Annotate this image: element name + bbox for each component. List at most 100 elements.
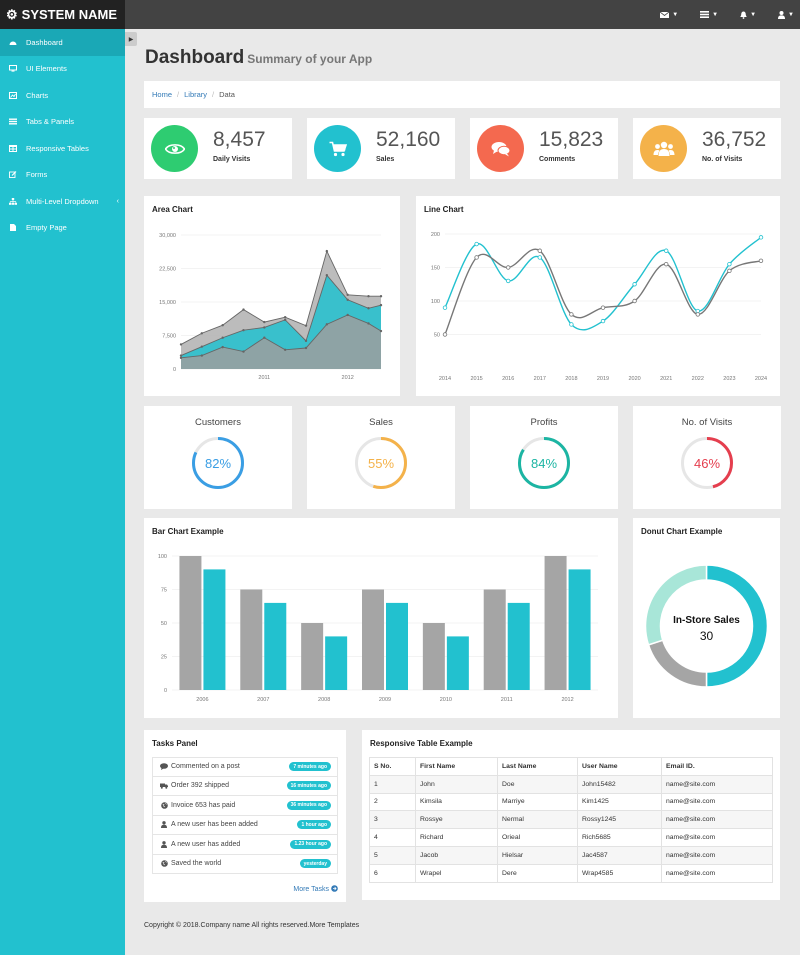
kpi-ring-progress <box>355 437 407 489</box>
table-cell: Orieal <box>497 828 578 847</box>
sidebar-item-label: Charts <box>26 90 49 100</box>
task-text: A new user has added <box>171 840 241 848</box>
sidebar-item-dashboard[interactable]: Dashboard <box>0 29 125 56</box>
sidebar-toggle-button[interactable]: ▶ <box>125 32 137 46</box>
y-tick-label: 25 <box>161 655 167 661</box>
table-row: 5 Jacob Hielsar Jac4587 name@site.com <box>369 845 773 865</box>
bar <box>179 556 202 690</box>
area-point <box>379 294 383 298</box>
users-icon <box>653 141 674 156</box>
stat-icon-circle <box>314 125 361 172</box>
area-chart-card: Area Chart 0 7,500 15,000 22,500 30,000 2011 2… <box>144 196 400 396</box>
tasks-icon <box>700 11 710 18</box>
table-cell: Dere <box>497 863 578 883</box>
bar <box>422 623 445 690</box>
breadcrumb-home-link[interactable]: Home <box>152 90 173 99</box>
more-tasks-link[interactable]: More Tasks <box>293 885 338 893</box>
table-cell: Rich5685 <box>577 828 662 847</box>
sidebar-item-multi-level-dropdown[interactable]: Multi-Level Dropdown ‹ <box>0 188 125 215</box>
table-cell: name@site.com <box>661 863 773 883</box>
task-item[interactable]: Commented on a post 7 minutes ago <box>152 757 338 777</box>
task-item[interactable]: Invoice 653 has paid 36 minutes ago <box>152 796 338 816</box>
line-series <box>444 236 762 331</box>
task-item[interactable]: Order 392 shipped 16 minutes ago <box>152 776 338 796</box>
stat-label: No. of Visits <box>702 156 743 163</box>
kpi-ring <box>518 437 570 489</box>
stat-label: Sales <box>376 156 395 163</box>
y-tick-label: 30,000 <box>159 233 176 239</box>
line-point <box>505 278 511 284</box>
table-cell: Nermal <box>497 810 578 830</box>
tasks-dropdown[interactable]: ▼ <box>700 11 718 18</box>
task-item[interactable]: A new user has added 1.23 hour ago <box>152 835 338 855</box>
donut-slice <box>647 639 708 688</box>
line-point <box>758 258 764 264</box>
y-tick-label: 200 <box>431 232 440 238</box>
line-point <box>537 248 542 253</box>
kpi-card-customers: Customers 82% <box>144 406 292 509</box>
line-point <box>474 255 479 260</box>
sidebar-item-empty-page[interactable]: Empty Page <box>0 215 125 242</box>
table-cell: 6 <box>369 863 416 883</box>
line-point <box>474 241 479 247</box>
table-cell: 2 <box>369 792 416 812</box>
x-tick-label: 2015 <box>470 376 482 382</box>
x-tick-label: 2009 <box>379 697 391 703</box>
sidebar-item-tabs-panels[interactable]: Tabs & Panels <box>0 109 125 136</box>
bar <box>446 636 469 690</box>
bar <box>507 602 530 690</box>
area-point <box>325 323 329 326</box>
user-dropdown[interactable]: ▼ <box>778 10 794 19</box>
line-point <box>537 255 542 260</box>
top-navbar: ⚙ SYSTEM NAME ▼ ▼ ▼ ▼ <box>0 0 800 29</box>
line-point <box>442 305 448 310</box>
sidebar-item-responsive-tables[interactable]: Responsive Tables <box>0 135 125 162</box>
table-cell: John <box>415 774 498 794</box>
messages-dropdown[interactable]: ▼ <box>660 11 678 18</box>
line-point <box>663 248 669 253</box>
sidebar-item-ui-elements[interactable]: UI Elements <box>0 56 125 83</box>
kpi-value: 82% <box>204 455 232 471</box>
task-item[interactable]: A new user has been added 1 hour ago <box>152 815 338 835</box>
user-icon <box>160 840 168 848</box>
x-tick-label: 2008 <box>318 697 330 703</box>
breadcrumb-library-link[interactable]: Library <box>184 90 208 99</box>
kpi-title: Customers <box>195 417 241 428</box>
area-point <box>346 293 349 297</box>
stat-label: Daily Visits <box>213 156 251 163</box>
area-point <box>346 313 349 317</box>
donut-slice <box>705 564 769 688</box>
bar <box>544 556 567 690</box>
sidebar-item-charts[interactable]: Charts <box>0 82 125 109</box>
bar-chart-card: Bar Chart Example 0 25 50 75 100 2006 2007 2008… <box>144 518 618 718</box>
x-tick-label: 2023 <box>723 376 735 382</box>
x-tick-label: 2011 <box>258 375 270 381</box>
alerts-dropdown[interactable]: ▼ <box>740 11 756 19</box>
truck-icon <box>160 783 168 789</box>
sidebar-item-forms[interactable]: Forms <box>0 162 125 189</box>
file-icon <box>9 224 17 232</box>
x-tick-label: 2020 <box>628 376 640 382</box>
line-point <box>727 268 732 274</box>
kpi-ring <box>192 437 244 489</box>
task-item[interactable]: Saved the world yesterday <box>152 854 338 874</box>
page-title: Dashboard Summary of your App <box>145 47 373 68</box>
task-time-badge: 1 hour ago <box>297 820 331 830</box>
stat-card-visits: 36,752 No. of Visits <box>633 118 781 179</box>
arrow-circle-right-icon <box>331 885 338 893</box>
line-chart-title: Line Chart <box>424 205 464 214</box>
x-tick-label: 2018 <box>565 376 577 382</box>
y-tick-label: 150 <box>431 266 440 272</box>
y-tick-label: 15,000 <box>159 300 176 306</box>
area-point <box>367 322 370 325</box>
table-row: 3 Rossye Nermal Rossy1245 name@site.com <box>369 810 773 830</box>
area-point <box>221 345 224 349</box>
brand-logo[interactable]: ⚙ SYSTEM NAME <box>0 0 125 29</box>
task-text: Order 392 shipped <box>171 782 229 790</box>
x-tick-label: 2019 <box>597 376 609 382</box>
area-point <box>346 298 349 301</box>
stat-icon-circle <box>151 125 198 172</box>
bar-chart: 0 25 50 75 100 2006 2007 2008 2009 2010 2011 2012 <box>158 554 598 703</box>
stat-label: Comments <box>539 156 576 163</box>
x-tick-label: 2006 <box>196 697 208 703</box>
